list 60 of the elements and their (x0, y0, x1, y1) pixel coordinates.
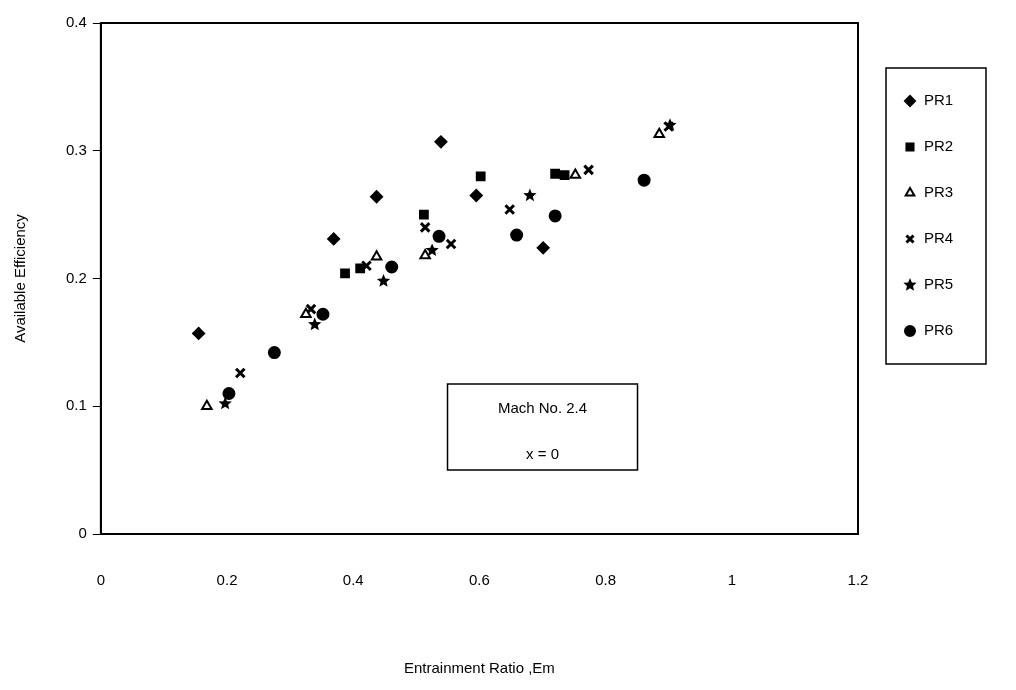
point (267, 346, 281, 360)
point (300, 307, 312, 319)
point (475, 171, 486, 182)
x-tick-label: 0.2 (216, 571, 238, 589)
x-tick-label: 1 (727, 571, 736, 589)
point (316, 307, 330, 321)
point (376, 274, 391, 287)
point (548, 209, 562, 223)
point (370, 190, 384, 204)
y-tick-label: 0.1 (65, 396, 87, 414)
legend-label: PR3 (924, 183, 954, 201)
point (305, 303, 317, 315)
point (340, 268, 350, 279)
x-tick-label: 0.6 (469, 571, 490, 589)
point (222, 386, 236, 400)
y-tick-label: 0.2 (65, 268, 87, 286)
legend-label: PR1 (924, 91, 954, 109)
point (385, 260, 399, 274)
point (445, 238, 457, 250)
point (503, 203, 516, 216)
annotation: Mach No. 2.4 (497, 399, 588, 417)
point (327, 232, 341, 246)
x-tick-label: 0.4 (342, 571, 364, 589)
point (569, 168, 582, 179)
y-tick-label: 0.4 (65, 13, 87, 31)
point (550, 168, 561, 179)
point (523, 188, 537, 202)
point (510, 228, 524, 242)
point (355, 263, 366, 274)
point (419, 209, 429, 220)
x-tick-label: 0.8 (595, 571, 617, 589)
point (192, 326, 206, 340)
point (419, 249, 431, 260)
point (637, 173, 651, 187)
point (308, 317, 322, 331)
point (432, 229, 446, 243)
y-axis-title: Available Efficiency (11, 213, 29, 343)
point (434, 135, 448, 149)
point (201, 399, 213, 410)
point (419, 221, 431, 234)
point (218, 396, 232, 410)
legend-label: PR4 (924, 229, 954, 247)
point (370, 250, 383, 261)
point (653, 127, 666, 138)
point (360, 259, 373, 272)
x-tick-label: 1.2 (847, 571, 869, 589)
point (536, 241, 550, 255)
point (234, 367, 247, 379)
annotation: x = 0 (526, 445, 559, 463)
legend-label: PR5 (924, 275, 954, 293)
y-tick-label: 0 (78, 524, 87, 542)
x-axis-title: Entrainment Ratio ,Em (403, 659, 555, 677)
y-tick-label: 0.3 (65, 140, 87, 158)
point (582, 164, 595, 176)
legend-label: PR6 (924, 321, 954, 339)
point (425, 243, 439, 257)
x-tick-label: 0 (96, 571, 106, 589)
legend-label: PR2 (924, 137, 954, 155)
point (559, 170, 570, 180)
point (469, 188, 483, 202)
